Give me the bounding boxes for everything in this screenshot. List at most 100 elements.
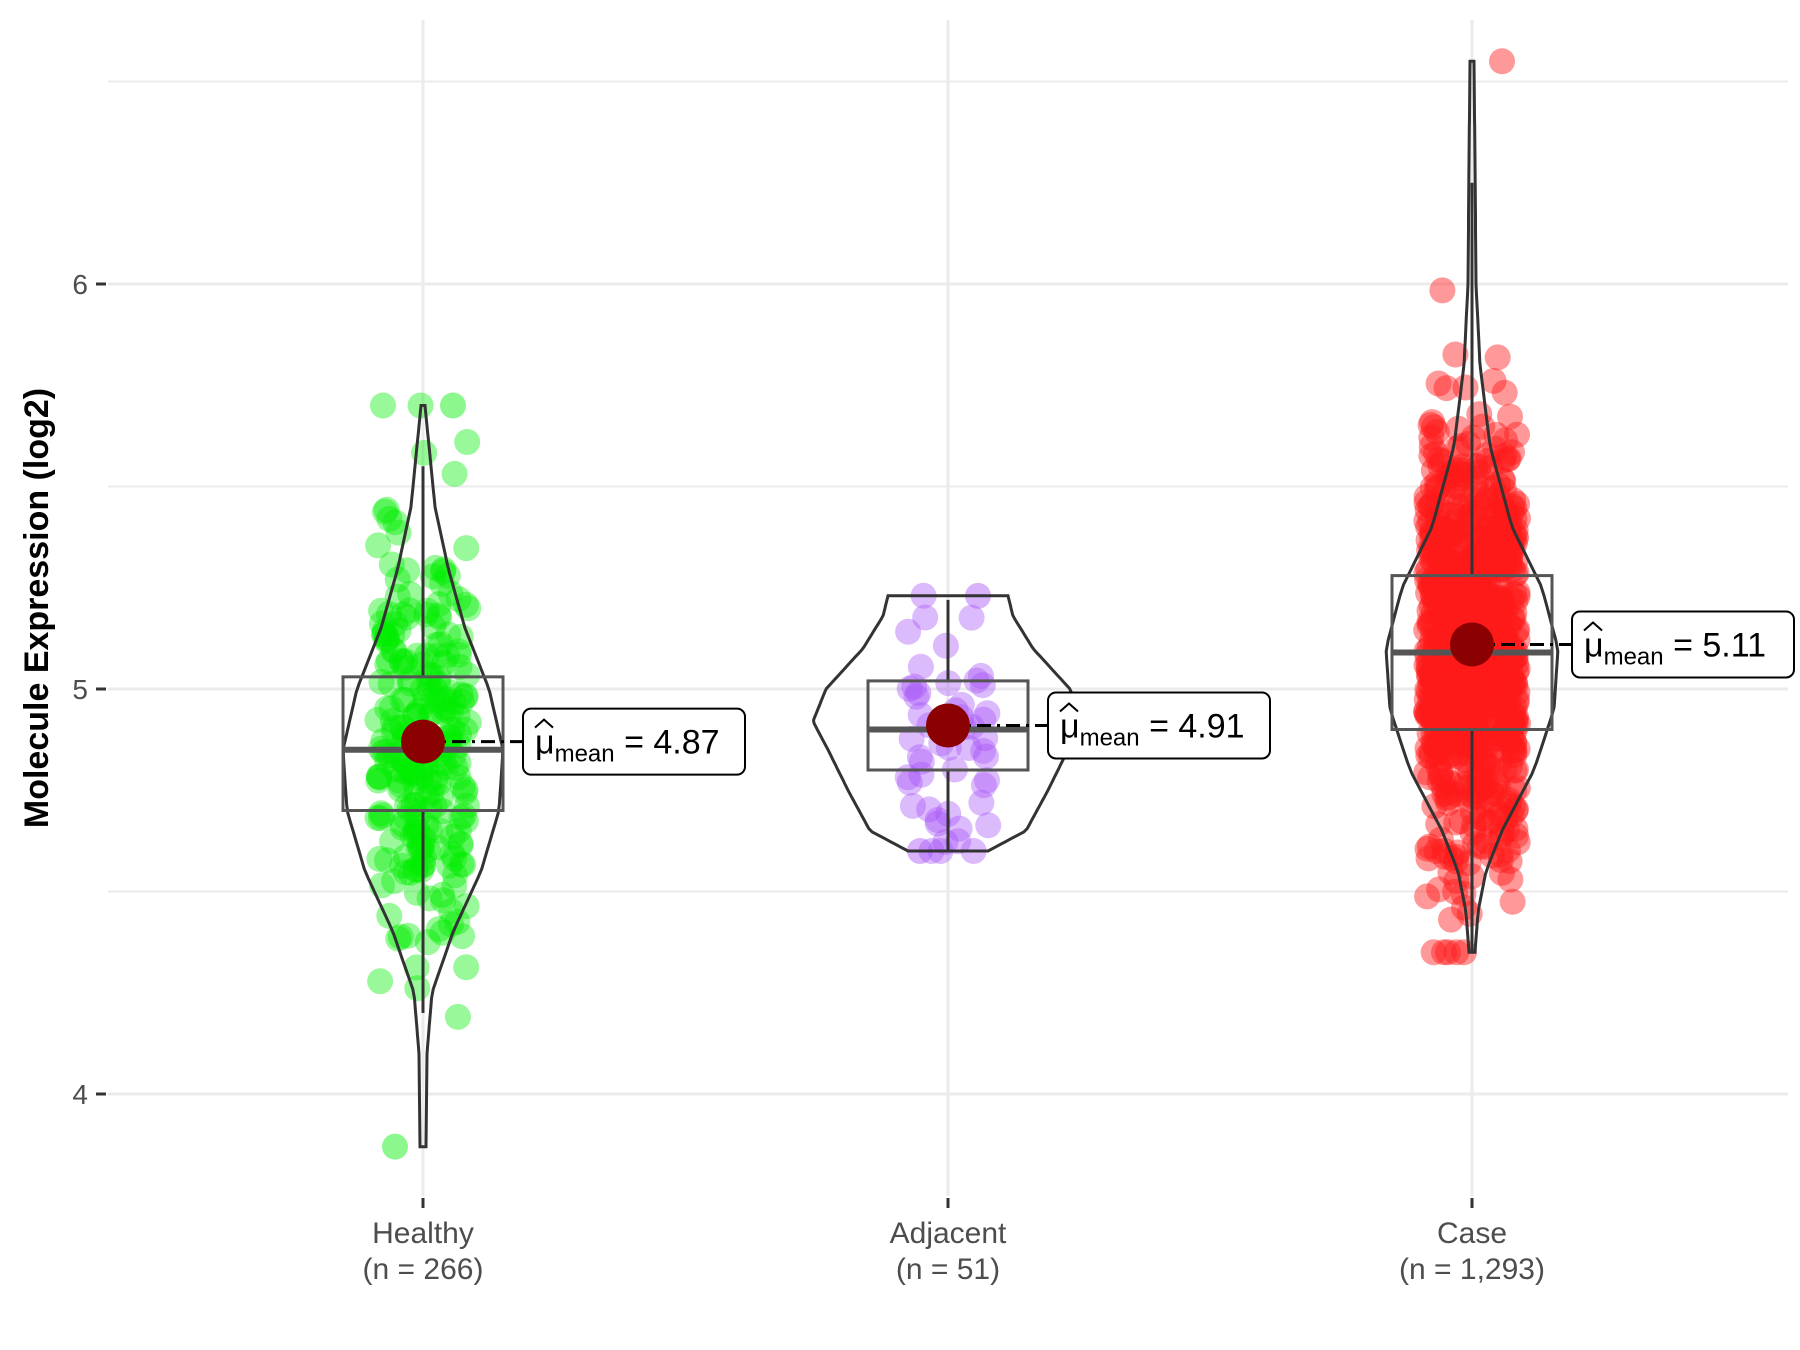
data-point [1497, 552, 1524, 579]
data-point [381, 637, 408, 664]
data-point [903, 683, 930, 710]
data-point [1456, 721, 1482, 748]
data-point [1436, 769, 1462, 795]
data-point [1503, 658, 1530, 685]
data-point [414, 783, 441, 810]
data-point [1422, 532, 1449, 559]
data-point [430, 699, 457, 726]
data-point [1486, 650, 1513, 677]
data-point [425, 602, 452, 629]
data-point [395, 922, 422, 949]
mean-value: 4.91 [1178, 707, 1244, 745]
data-point [1454, 755, 1481, 782]
data-point [1484, 691, 1511, 718]
data-point [1503, 689, 1530, 716]
data-point [1438, 771, 1465, 798]
data-point [1424, 537, 1451, 564]
data-point [1417, 764, 1444, 791]
data-point [1415, 845, 1442, 872]
data-point [1436, 664, 1463, 691]
data-point [932, 829, 959, 856]
data-point [1478, 674, 1505, 701]
data-point [378, 695, 405, 722]
data-point [896, 769, 923, 796]
data-point [1481, 668, 1508, 695]
data-point [1485, 773, 1512, 800]
data-point [396, 666, 423, 693]
mean-equals: = [1140, 707, 1179, 745]
mean-case: μmean = 5.11 [1450, 610, 1795, 679]
data-point [1469, 731, 1496, 758]
data-point [389, 811, 416, 838]
data-point [1419, 627, 1445, 654]
data-point [439, 716, 466, 743]
data-point [1472, 553, 1499, 580]
data-point [1481, 523, 1508, 550]
data-point [1432, 526, 1459, 552]
data-point [1489, 671, 1516, 698]
data-point [1492, 501, 1519, 528]
data-point [1471, 682, 1498, 709]
data-point [1443, 939, 1470, 966]
data-point [1414, 735, 1441, 762]
data-point [1420, 696, 1447, 723]
data-point [1427, 541, 1454, 568]
mean-label-box [1571, 610, 1795, 679]
data-point [386, 767, 412, 794]
data-point [366, 845, 393, 872]
data-point [1496, 729, 1523, 756]
data-point [382, 610, 409, 637]
boxplots [341, 182, 1554, 1013]
data-point [1443, 781, 1470, 807]
data-point [1467, 761, 1494, 787]
data-point [396, 760, 423, 787]
data-point [1499, 712, 1525, 739]
data-point [379, 621, 406, 648]
data-point [1446, 672, 1473, 699]
data-point [1461, 683, 1488, 710]
data-point [1504, 626, 1531, 653]
data-point [1418, 442, 1445, 469]
data-point [1435, 657, 1462, 684]
jitter-points [364, 48, 1531, 1160]
data-point [1461, 584, 1488, 611]
data-point [1418, 493, 1445, 520]
data-point [431, 694, 458, 721]
data-point [430, 887, 457, 914]
data-point [1423, 838, 1450, 865]
data-point [1422, 680, 1448, 707]
data-point [427, 784, 454, 811]
data-point [1487, 586, 1514, 613]
data-point [1503, 618, 1530, 645]
data-point [453, 535, 480, 562]
data-point [1416, 608, 1443, 635]
data-point [1476, 670, 1503, 697]
data-point [366, 764, 393, 791]
data-point [374, 748, 401, 775]
data-point [1424, 528, 1451, 555]
mean-symbol: μ [1584, 626, 1604, 664]
data-point [935, 670, 962, 697]
data-point [1436, 728, 1462, 755]
data-point [406, 697, 432, 724]
data-point [1419, 663, 1446, 690]
data-point [445, 586, 472, 612]
data-point [1469, 578, 1496, 605]
data-point [1448, 587, 1474, 614]
data-point [380, 637, 407, 664]
data-point [1413, 699, 1440, 726]
data-point [1429, 686, 1456, 713]
data-point [1414, 702, 1441, 729]
data-point [1480, 748, 1507, 775]
data-point [447, 830, 474, 857]
data-point [1471, 534, 1498, 561]
mean-point [926, 703, 970, 748]
data-point [1427, 553, 1454, 580]
data-point [1493, 628, 1520, 655]
data-point [427, 817, 454, 844]
data-point [1415, 677, 1442, 704]
data-point [1421, 575, 1448, 602]
data-point [908, 748, 935, 775]
data-point [1455, 675, 1482, 702]
data-point [974, 700, 1001, 727]
